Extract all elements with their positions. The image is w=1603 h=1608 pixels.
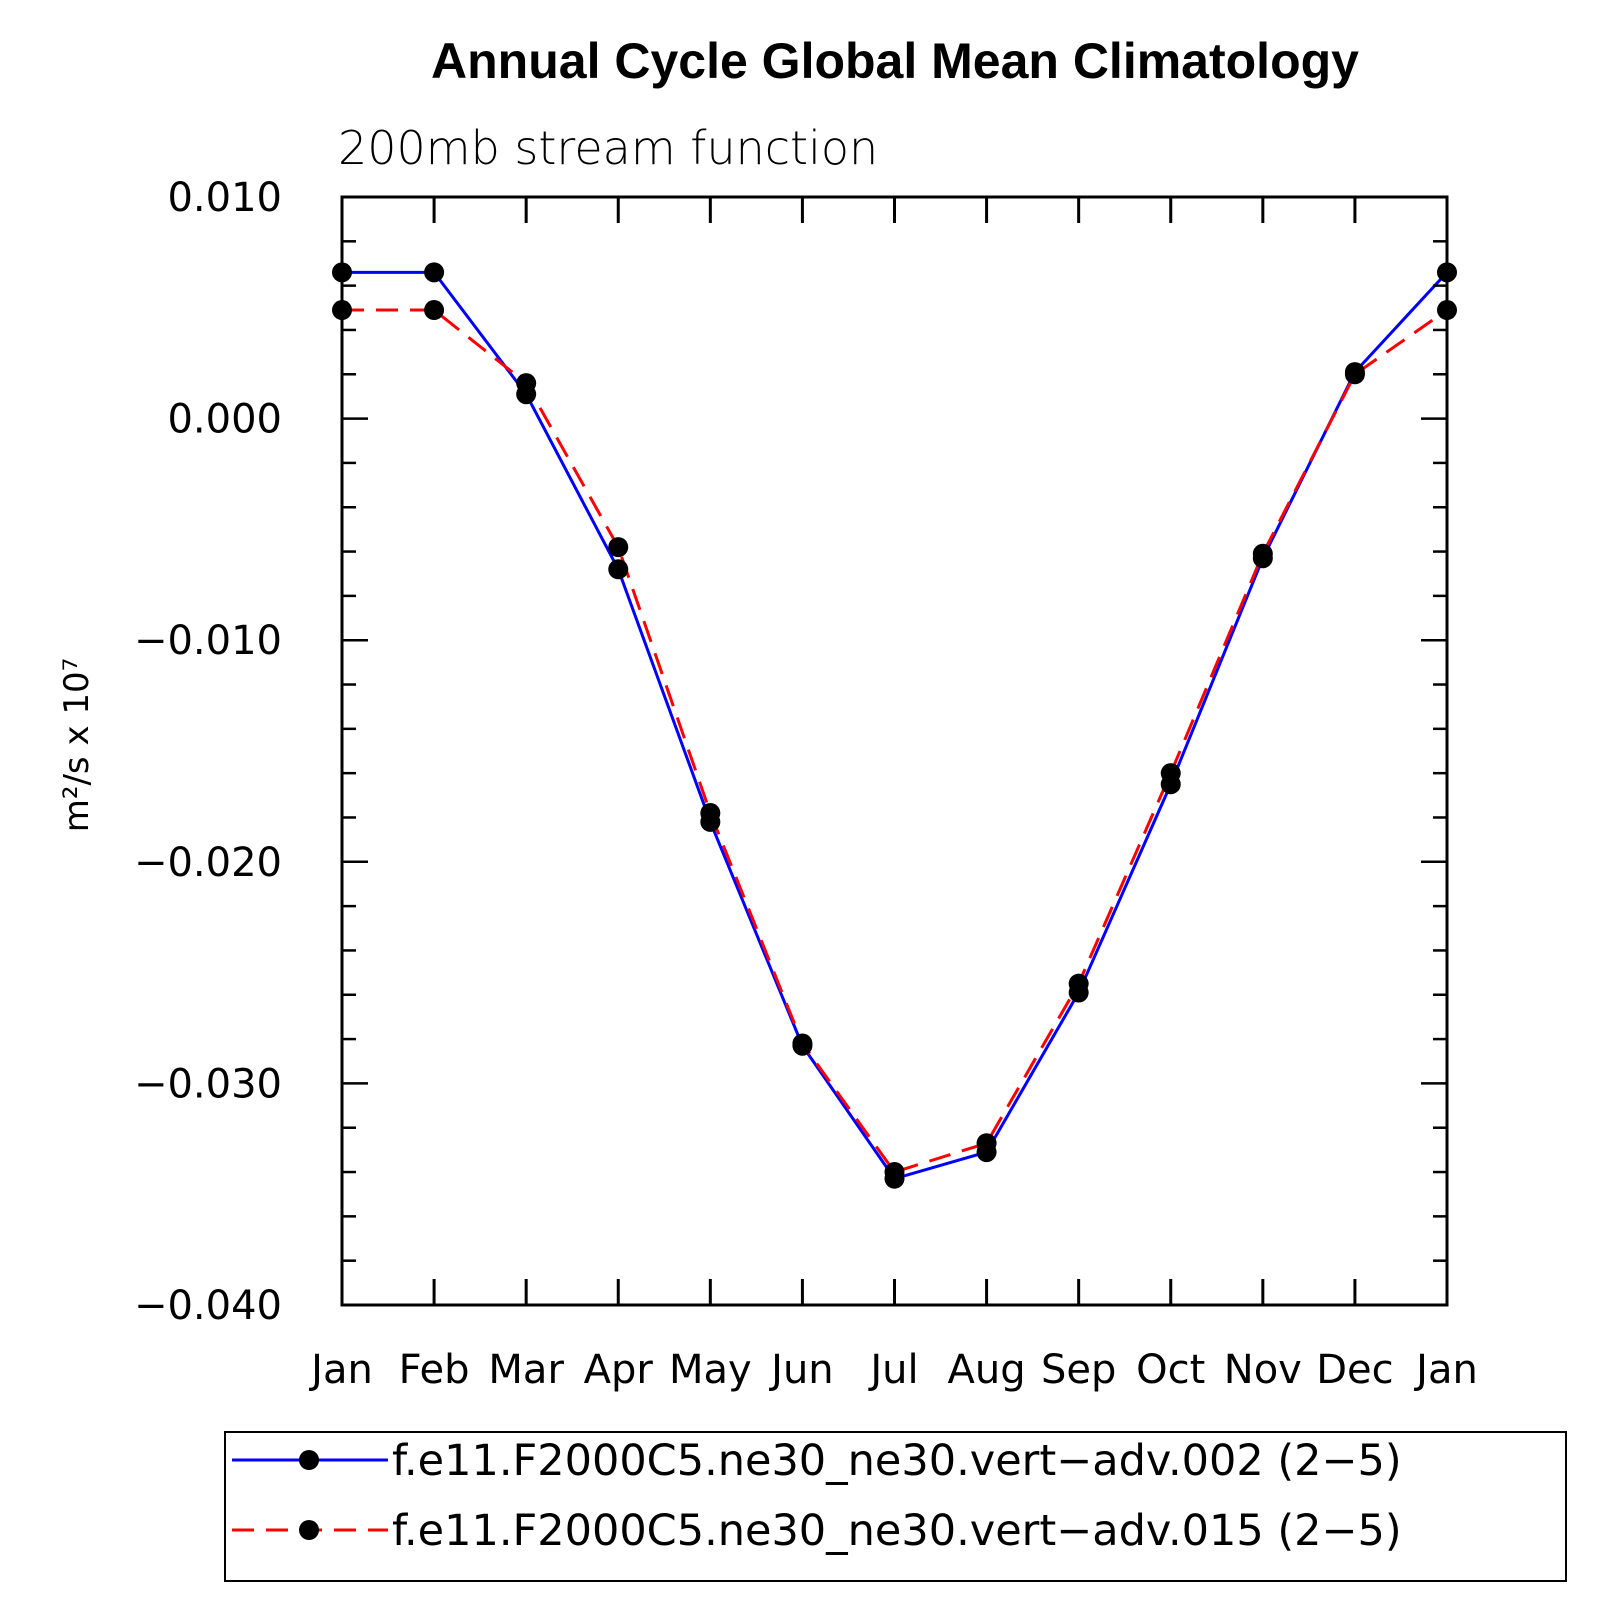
plot-area — [332, 262, 1457, 1189]
x-tick-label: Feb — [399, 1347, 470, 1393]
data-point-series-2 — [884, 1162, 905, 1183]
y-tick-label: −0.030 — [134, 1061, 282, 1107]
x-tick-label: Sep — [1041, 1347, 1116, 1393]
plot-frame — [340, 195, 1449, 1307]
data-point-series-1 — [424, 262, 445, 283]
data-point-series-2 — [700, 803, 721, 824]
data-point-series-2 — [1252, 543, 1273, 564]
legend-marker-1 — [299, 1450, 319, 1470]
y-tick-label: 0.010 — [167, 175, 282, 221]
data-point-series-2 — [1160, 763, 1181, 784]
data-point-series-2 — [516, 373, 537, 394]
y-tick-label: −0.020 — [134, 840, 282, 886]
legend-marker-2 — [299, 1520, 319, 1540]
legend-label-2: f.e11.F2000C5.ne30_ne30.vert−adv.015 (2−… — [392, 1506, 1402, 1556]
data-point-series-2 — [792, 1033, 813, 1054]
x-tick-label: Aug — [948, 1347, 1026, 1393]
x-tick-label: Apr — [584, 1347, 654, 1393]
data-point-series-1 — [608, 559, 629, 580]
x-tick-label: Jan — [308, 1347, 373, 1393]
y-tick-label: −0.010 — [134, 618, 282, 664]
chart-subtitle: 200mb stream function — [338, 121, 878, 175]
series-line-1 — [342, 270, 1449, 1181]
x-tick-label: Jun — [768, 1347, 834, 1393]
x-tick-label: Dec — [1316, 1347, 1393, 1393]
data-point-series-2 — [1344, 364, 1365, 385]
data-point-series-2 — [976, 1133, 997, 1154]
x-tick-label: Jul — [867, 1347, 918, 1393]
data-point-series-2 — [608, 537, 629, 558]
x-tick-label: Oct — [1136, 1347, 1205, 1393]
x-tick-label: Nov — [1224, 1347, 1302, 1393]
y-tick-label: 0.000 — [167, 397, 282, 443]
y-axis-label: m²/s x 10⁷ — [57, 658, 97, 833]
series-line-2 — [342, 308, 1448, 1174]
x-tick-label: May — [669, 1347, 752, 1393]
x-tick-label: Jan — [1413, 1347, 1478, 1393]
data-point-series-2 — [1068, 973, 1089, 994]
data-point-series-2 — [424, 300, 445, 321]
legend: f.e11.F2000C5.ne30_ne30.vert−adv.002 (2−… — [224, 1431, 1567, 1582]
chart-title: Annual Cycle Global Mean Climatology — [431, 33, 1359, 89]
y-tick-label: −0.040 — [134, 1283, 282, 1329]
legend-box — [224, 1431, 1567, 1582]
x-tick-label: Mar — [488, 1347, 564, 1393]
legend-label-1: f.e11.F2000C5.ne30_ne30.vert−adv.002 (2−… — [392, 1436, 1402, 1486]
axis-ticks: Jan Feb Mar Apr May Jun Jul Aug Sep Oct Nov Dec Jan 0… — [134, 175, 1478, 1393]
